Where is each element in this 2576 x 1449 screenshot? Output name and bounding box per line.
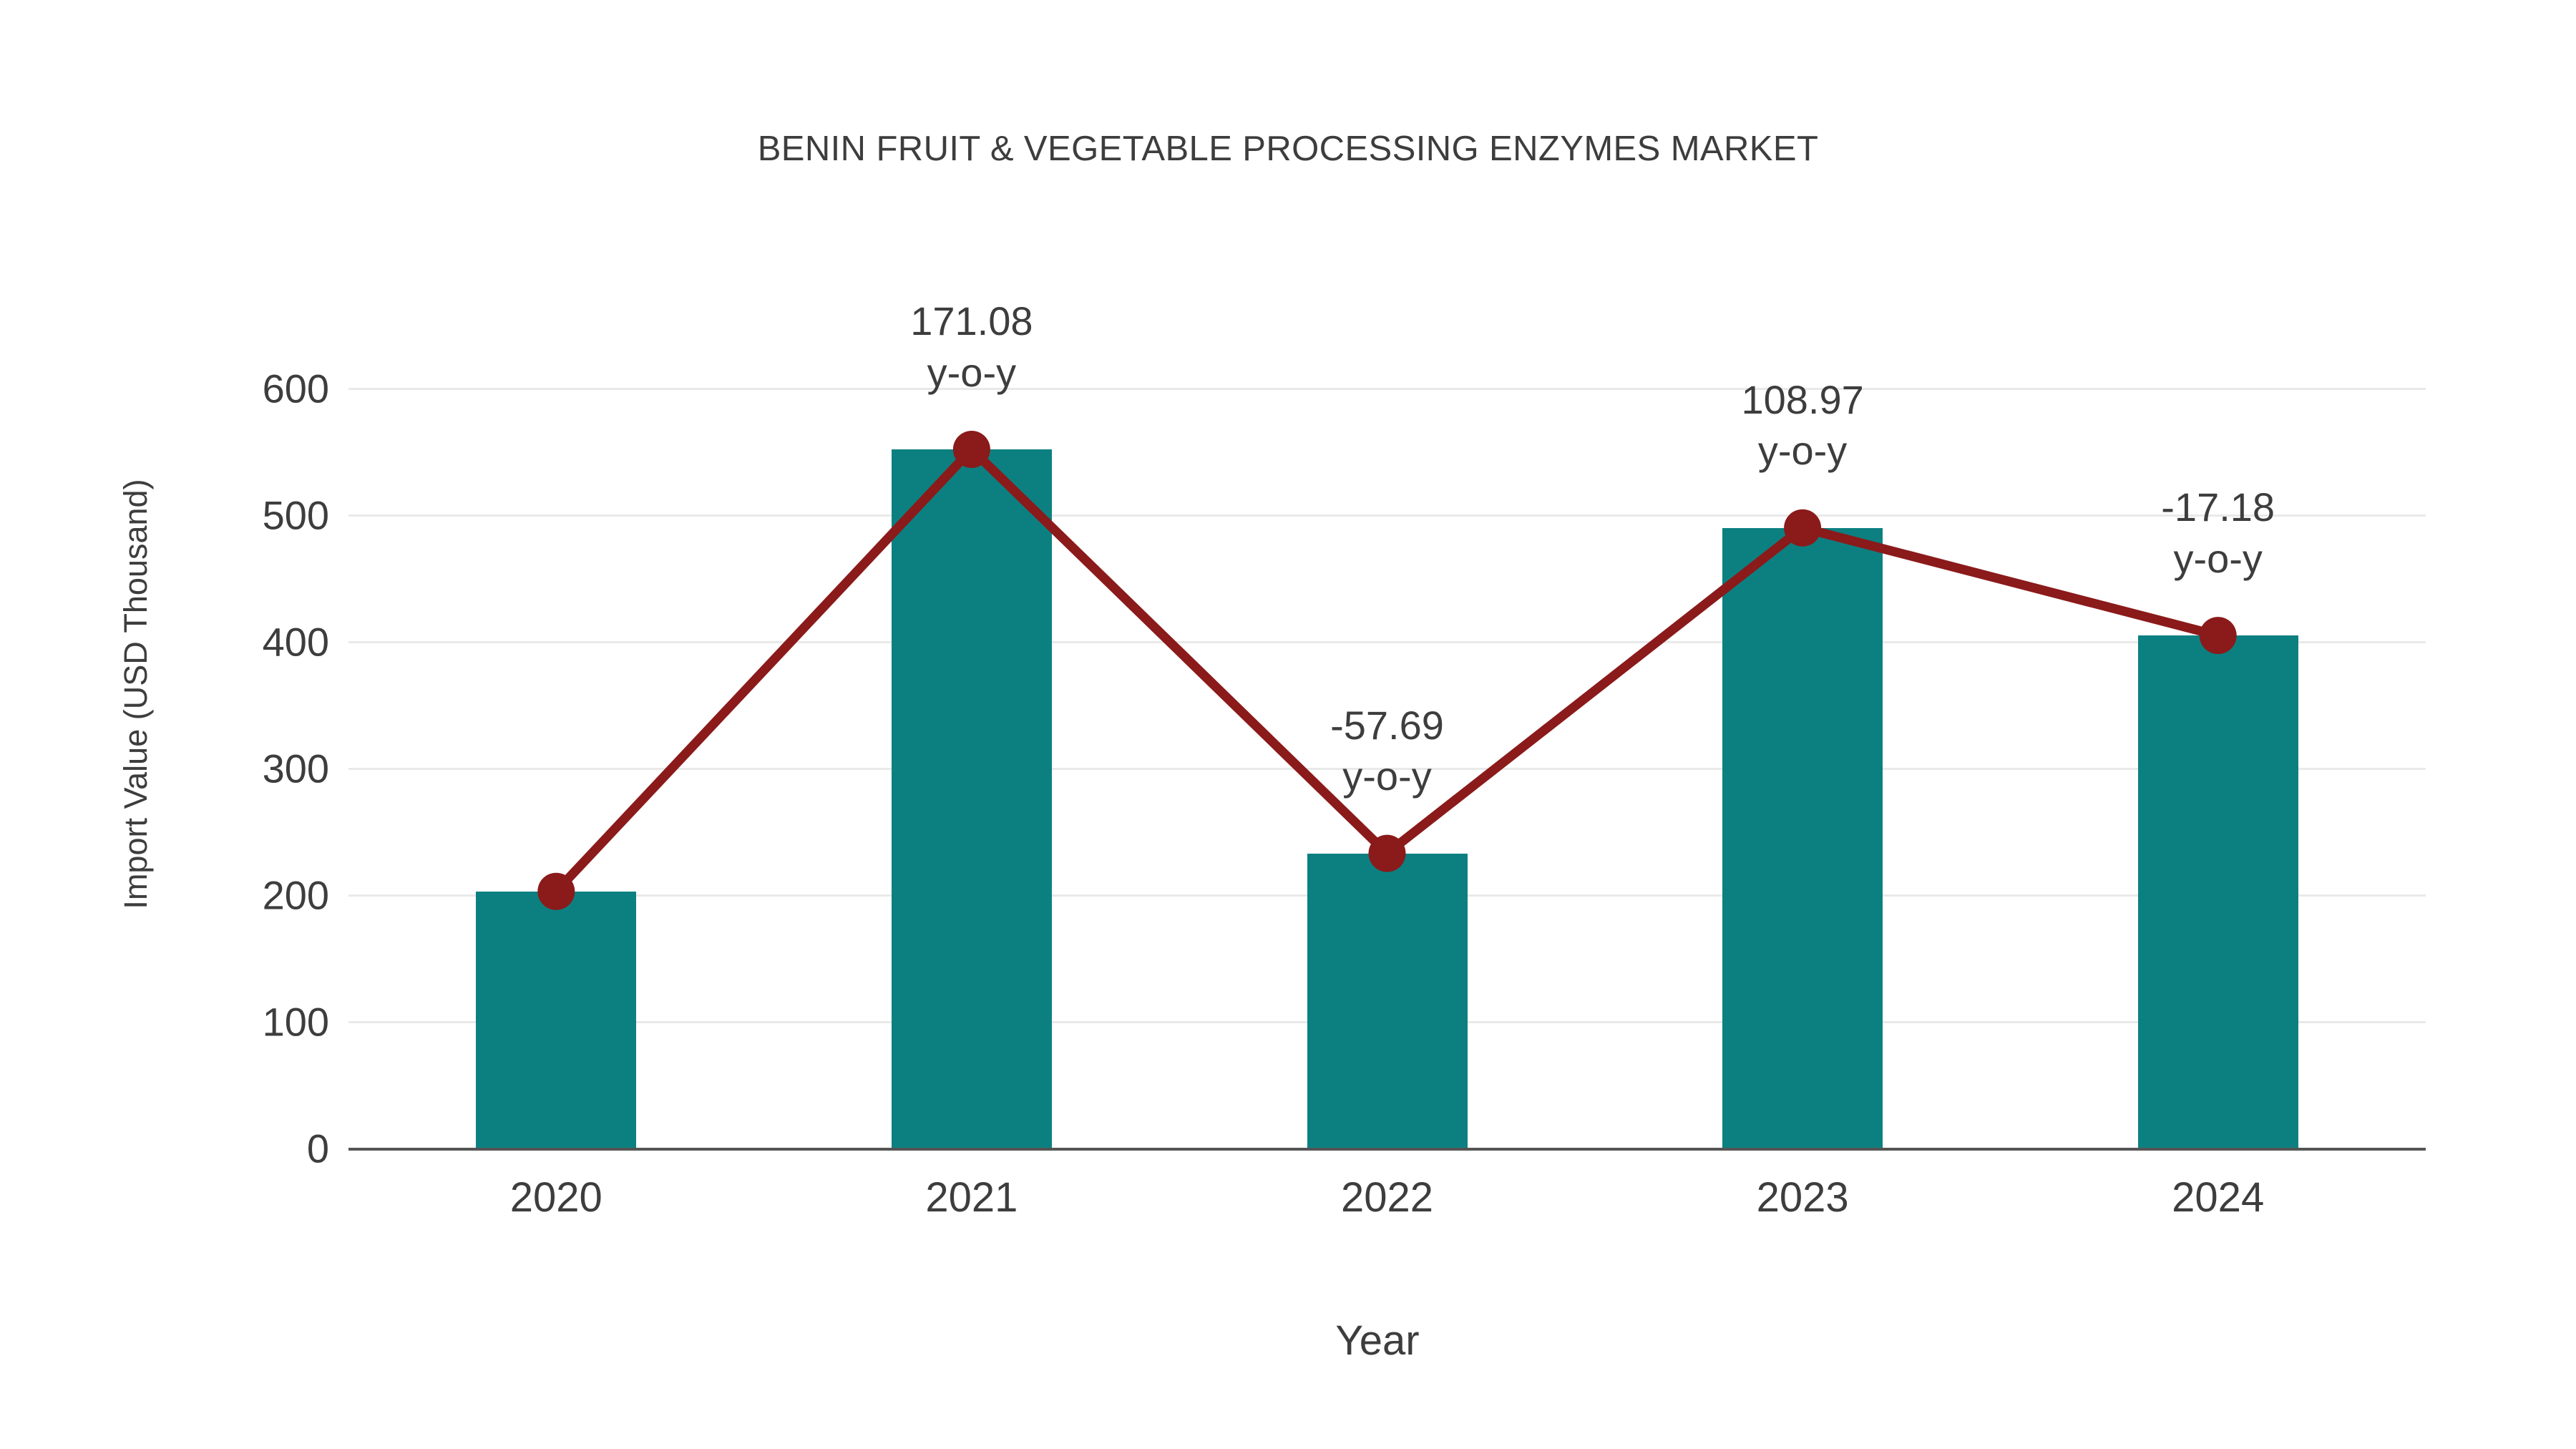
annotation-2021: 171.08 y-o-y: [771, 296, 1172, 398]
annotation-2023: 108.97 y-o-y: [1602, 374, 2003, 477]
x-axis-tick-label-2023: 2023: [1756, 1174, 1849, 1221]
y-axis-tick-label: 300: [262, 746, 329, 791]
bar-2024: [2137, 635, 2298, 1148]
annotation-unit: y-o-y: [2173, 535, 2263, 581]
annotation-value: -17.18: [2161, 484, 2275, 530]
y-axis-tick-label: 100: [262, 999, 329, 1045]
annotation-value: -57.69: [1330, 702, 1444, 748]
x-axis-tick-label-2020: 2020: [509, 1174, 602, 1221]
x-axis-tick-label-2022: 2022: [1340, 1174, 1434, 1221]
annotation-value: 108.97: [1741, 376, 1864, 422]
chart-title: BENIN FRUIT & VEGETABLE PROCESSING ENZYM…: [757, 130, 1819, 168]
x-axis-tick-label-2021: 2021: [925, 1174, 1018, 1221]
bar-2020: [476, 891, 637, 1148]
x-axis-line: [348, 1148, 2426, 1151]
gridline: [348, 387, 2426, 390]
y-axis-tick-label: 600: [262, 366, 329, 411]
bar-2022: [1307, 853, 1468, 1148]
x-axis-tick-label-2024: 2024: [2172, 1174, 2265, 1221]
annotation-unit: y-o-y: [1342, 753, 1432, 799]
annotation-2024: -17.18 y-o-y: [2018, 482, 2419, 584]
x-axis-title: Year: [1335, 1317, 1420, 1364]
y-axis-tick-label: 500: [262, 492, 329, 538]
y-axis-tick-label: 0: [306, 1126, 329, 1171]
bar-2021: [891, 449, 1052, 1148]
annotation-unit: y-o-y: [927, 349, 1017, 395]
bar-2023: [1722, 527, 1883, 1148]
y-axis-tick-label: 400: [262, 619, 329, 665]
annotation-unit: y-o-y: [1757, 428, 1848, 474]
gridline: [348, 640, 2426, 643]
y-axis-tick-label: 200: [262, 872, 329, 918]
annotation-value: 171.08: [910, 298, 1033, 343]
annotation-2022: -57.69 y-o-y: [1187, 700, 1588, 802]
